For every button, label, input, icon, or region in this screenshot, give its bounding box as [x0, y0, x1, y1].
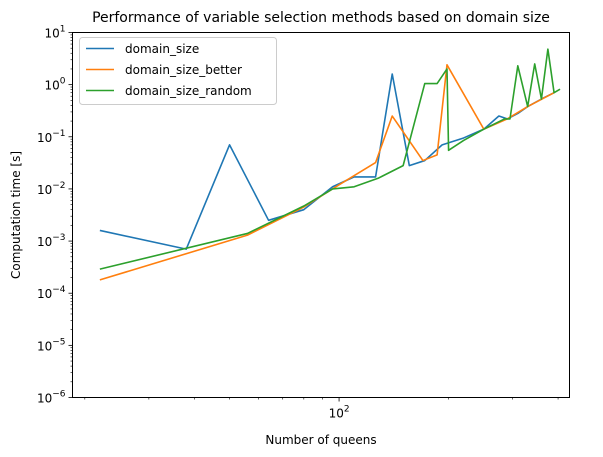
series-line-domain_size_random [99, 48, 561, 270]
x-axis: 102 [84, 397, 559, 421]
legend-label: domain_size_random [125, 84, 252, 98]
legend-label: domain_size [125, 42, 199, 56]
y-tick-label: 10−1 [37, 129, 66, 145]
legend-box [79, 37, 277, 105]
x-tick-label: 102 [329, 405, 350, 421]
y-tick-label: 10−3 [37, 233, 66, 249]
plot-area [99, 48, 561, 281]
y-tick-label: 101 [44, 25, 65, 41]
y-axis: 10−6 10−5 10−4 10−3 10−2 10−1 100 101 [37, 25, 73, 406]
y-axis-title: Computation time [s] [9, 151, 23, 279]
chart-title: Performance of variable selection method… [92, 10, 550, 26]
x-axis-title: Number of queens [265, 433, 376, 447]
plot-frame [72, 32, 570, 398]
y-tick-label: 10−5 [37, 337, 66, 353]
y-tick-label: 10−6 [37, 390, 66, 406]
y-tick-label: 10−2 [37, 181, 66, 197]
y-tick-label: 10−4 [37, 285, 66, 301]
legend-label: domain_size_better [125, 63, 242, 77]
legend: domain_size domain_size_better domain_size… [79, 37, 277, 105]
y-tick-label: 100 [44, 77, 65, 93]
